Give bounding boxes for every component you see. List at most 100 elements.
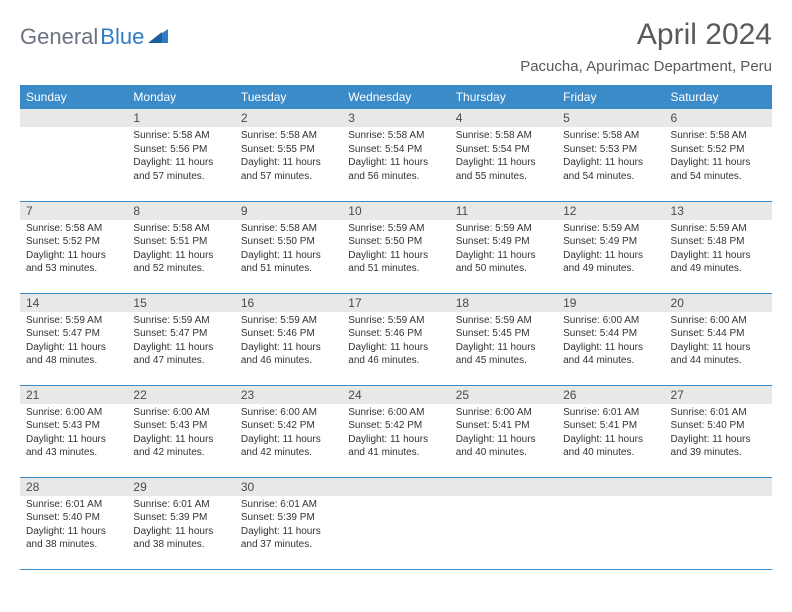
daylight-line: Daylight: 11 hours and 44 minutes.	[671, 341, 766, 368]
day-number-bar: 14	[20, 294, 127, 312]
daylight-line: Daylight: 11 hours and 49 minutes.	[671, 249, 766, 276]
calendar-cell: 20Sunrise: 6:00 AMSunset: 5:44 PMDayligh…	[665, 293, 772, 385]
day-body	[20, 127, 127, 133]
sunrise-line: Sunrise: 6:00 AM	[133, 406, 228, 420]
day-number-bar: 5	[557, 109, 664, 127]
daylight-line: Daylight: 11 hours and 41 minutes.	[348, 433, 443, 460]
day-body: Sunrise: 5:59 AMSunset: 5:47 PMDaylight:…	[20, 312, 127, 372]
sunset-line: Sunset: 5:46 PM	[241, 327, 336, 341]
calendar-cell: 12Sunrise: 5:59 AMSunset: 5:49 PMDayligh…	[557, 201, 664, 293]
day-number-bar: 9	[235, 202, 342, 220]
day-body: Sunrise: 5:58 AMSunset: 5:52 PMDaylight:…	[20, 220, 127, 280]
month-title: April 2024	[520, 18, 772, 52]
day-number-bar: 8	[127, 202, 234, 220]
calendar-cell	[450, 477, 557, 569]
calendar-cell: 5Sunrise: 5:58 AMSunset: 5:53 PMDaylight…	[557, 109, 664, 201]
day-body: Sunrise: 5:59 AMSunset: 5:49 PMDaylight:…	[450, 220, 557, 280]
daylight-line: Daylight: 11 hours and 51 minutes.	[348, 249, 443, 276]
day-number-bar: 22	[127, 386, 234, 404]
sunrise-line: Sunrise: 5:58 AM	[456, 129, 551, 143]
weekday-header: Thursday	[450, 85, 557, 109]
sunrise-line: Sunrise: 5:59 AM	[671, 222, 766, 236]
day-body: Sunrise: 5:58 AMSunset: 5:56 PMDaylight:…	[127, 127, 234, 187]
day-body: Sunrise: 6:01 AMSunset: 5:41 PMDaylight:…	[557, 404, 664, 464]
calendar-header-row: SundayMondayTuesdayWednesdayThursdayFrid…	[20, 85, 772, 109]
day-body: Sunrise: 5:59 AMSunset: 5:49 PMDaylight:…	[557, 220, 664, 280]
calendar-cell: 10Sunrise: 5:59 AMSunset: 5:50 PMDayligh…	[342, 201, 449, 293]
sunset-line: Sunset: 5:41 PM	[563, 419, 658, 433]
sunrise-line: Sunrise: 5:59 AM	[26, 314, 121, 328]
day-number-bar: 26	[557, 386, 664, 404]
day-number-bar: 17	[342, 294, 449, 312]
day-body: Sunrise: 6:00 AMSunset: 5:44 PMDaylight:…	[665, 312, 772, 372]
sunrise-line: Sunrise: 5:59 AM	[456, 314, 551, 328]
day-body: Sunrise: 6:01 AMSunset: 5:39 PMDaylight:…	[127, 496, 234, 556]
sunset-line: Sunset: 5:43 PM	[133, 419, 228, 433]
sunset-line: Sunset: 5:47 PM	[26, 327, 121, 341]
sunset-line: Sunset: 5:39 PM	[241, 511, 336, 525]
daylight-line: Daylight: 11 hours and 42 minutes.	[133, 433, 228, 460]
sunset-line: Sunset: 5:50 PM	[348, 235, 443, 249]
sunset-line: Sunset: 5:48 PM	[671, 235, 766, 249]
sunrise-line: Sunrise: 5:59 AM	[348, 314, 443, 328]
daylight-line: Daylight: 11 hours and 50 minutes.	[456, 249, 551, 276]
daylight-line: Daylight: 11 hours and 38 minutes.	[26, 525, 121, 552]
sunset-line: Sunset: 5:51 PM	[133, 235, 228, 249]
daylight-line: Daylight: 11 hours and 40 minutes.	[563, 433, 658, 460]
day-number-bar	[665, 478, 772, 496]
calendar-cell: 28Sunrise: 6:01 AMSunset: 5:40 PMDayligh…	[20, 477, 127, 569]
calendar-cell: 14Sunrise: 5:59 AMSunset: 5:47 PMDayligh…	[20, 293, 127, 385]
calendar-cell: 30Sunrise: 6:01 AMSunset: 5:39 PMDayligh…	[235, 477, 342, 569]
calendar-week-row: 14Sunrise: 5:59 AMSunset: 5:47 PMDayligh…	[20, 293, 772, 385]
day-number-bar: 12	[557, 202, 664, 220]
day-number-bar: 7	[20, 202, 127, 220]
day-body: Sunrise: 6:01 AMSunset: 5:40 PMDaylight:…	[665, 404, 772, 464]
sunset-line: Sunset: 5:49 PM	[456, 235, 551, 249]
day-body	[450, 496, 557, 502]
calendar-week-row: 1Sunrise: 5:58 AMSunset: 5:56 PMDaylight…	[20, 109, 772, 201]
sunset-line: Sunset: 5:53 PM	[563, 143, 658, 157]
daylight-line: Daylight: 11 hours and 43 minutes.	[26, 433, 121, 460]
sunset-line: Sunset: 5:40 PM	[671, 419, 766, 433]
day-number-bar: 27	[665, 386, 772, 404]
calendar-cell: 15Sunrise: 5:59 AMSunset: 5:47 PMDayligh…	[127, 293, 234, 385]
day-body: Sunrise: 5:59 AMSunset: 5:47 PMDaylight:…	[127, 312, 234, 372]
calendar-cell: 2Sunrise: 5:58 AMSunset: 5:55 PMDaylight…	[235, 109, 342, 201]
daylight-line: Daylight: 11 hours and 53 minutes.	[26, 249, 121, 276]
day-body: Sunrise: 6:00 AMSunset: 5:44 PMDaylight:…	[557, 312, 664, 372]
sunrise-line: Sunrise: 6:00 AM	[563, 314, 658, 328]
sunrise-line: Sunrise: 6:01 AM	[671, 406, 766, 420]
day-body: Sunrise: 5:58 AMSunset: 5:52 PMDaylight:…	[665, 127, 772, 187]
calendar-week-row: 21Sunrise: 6:00 AMSunset: 5:43 PMDayligh…	[20, 385, 772, 477]
sunset-line: Sunset: 5:47 PM	[133, 327, 228, 341]
day-body: Sunrise: 6:01 AMSunset: 5:40 PMDaylight:…	[20, 496, 127, 556]
sunset-line: Sunset: 5:41 PM	[456, 419, 551, 433]
sunrise-line: Sunrise: 5:59 AM	[563, 222, 658, 236]
daylight-line: Daylight: 11 hours and 57 minutes.	[133, 156, 228, 183]
calendar-cell: 23Sunrise: 6:00 AMSunset: 5:42 PMDayligh…	[235, 385, 342, 477]
calendar-cell: 9Sunrise: 5:58 AMSunset: 5:50 PMDaylight…	[235, 201, 342, 293]
calendar-cell: 29Sunrise: 6:01 AMSunset: 5:39 PMDayligh…	[127, 477, 234, 569]
daylight-line: Daylight: 11 hours and 37 minutes.	[241, 525, 336, 552]
day-body: Sunrise: 5:58 AMSunset: 5:54 PMDaylight:…	[342, 127, 449, 187]
daylight-line: Daylight: 11 hours and 38 minutes.	[133, 525, 228, 552]
sunset-line: Sunset: 5:46 PM	[348, 327, 443, 341]
day-number-bar: 28	[20, 478, 127, 496]
sunset-line: Sunset: 5:52 PM	[671, 143, 766, 157]
day-number-bar: 29	[127, 478, 234, 496]
sunrise-line: Sunrise: 6:00 AM	[671, 314, 766, 328]
day-number-bar: 20	[665, 294, 772, 312]
weekday-header: Monday	[127, 85, 234, 109]
calendar-cell: 19Sunrise: 6:00 AMSunset: 5:44 PMDayligh…	[557, 293, 664, 385]
day-number-bar	[342, 478, 449, 496]
sunset-line: Sunset: 5:45 PM	[456, 327, 551, 341]
sunrise-line: Sunrise: 6:01 AM	[133, 498, 228, 512]
daylight-line: Daylight: 11 hours and 46 minutes.	[348, 341, 443, 368]
calendar-week-row: 7Sunrise: 5:58 AMSunset: 5:52 PMDaylight…	[20, 201, 772, 293]
sunrise-line: Sunrise: 5:59 AM	[133, 314, 228, 328]
day-body: Sunrise: 6:00 AMSunset: 5:42 PMDaylight:…	[342, 404, 449, 464]
sunrise-line: Sunrise: 6:00 AM	[26, 406, 121, 420]
weekday-header: Tuesday	[235, 85, 342, 109]
day-number-bar: 21	[20, 386, 127, 404]
day-body: Sunrise: 6:00 AMSunset: 5:43 PMDaylight:…	[20, 404, 127, 464]
